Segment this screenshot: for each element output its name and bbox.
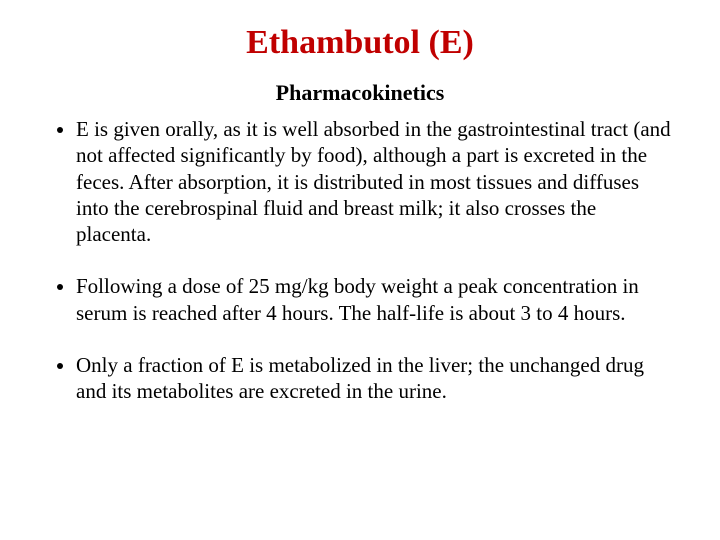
list-item: E is given orally, as it is well absorbe…	[76, 116, 676, 247]
slide: Ethambutol (E) Pharmacokinetics E is giv…	[0, 0, 720, 540]
slide-subtitle: Pharmacokinetics	[44, 80, 676, 106]
list-item: Following a dose of 25 mg/kg body weight…	[76, 273, 676, 326]
list-item: Only a fraction of E is metabolized in t…	[76, 352, 676, 405]
bullet-list: E is given orally, as it is well absorbe…	[44, 116, 676, 404]
slide-title: Ethambutol (E)	[44, 24, 676, 62]
